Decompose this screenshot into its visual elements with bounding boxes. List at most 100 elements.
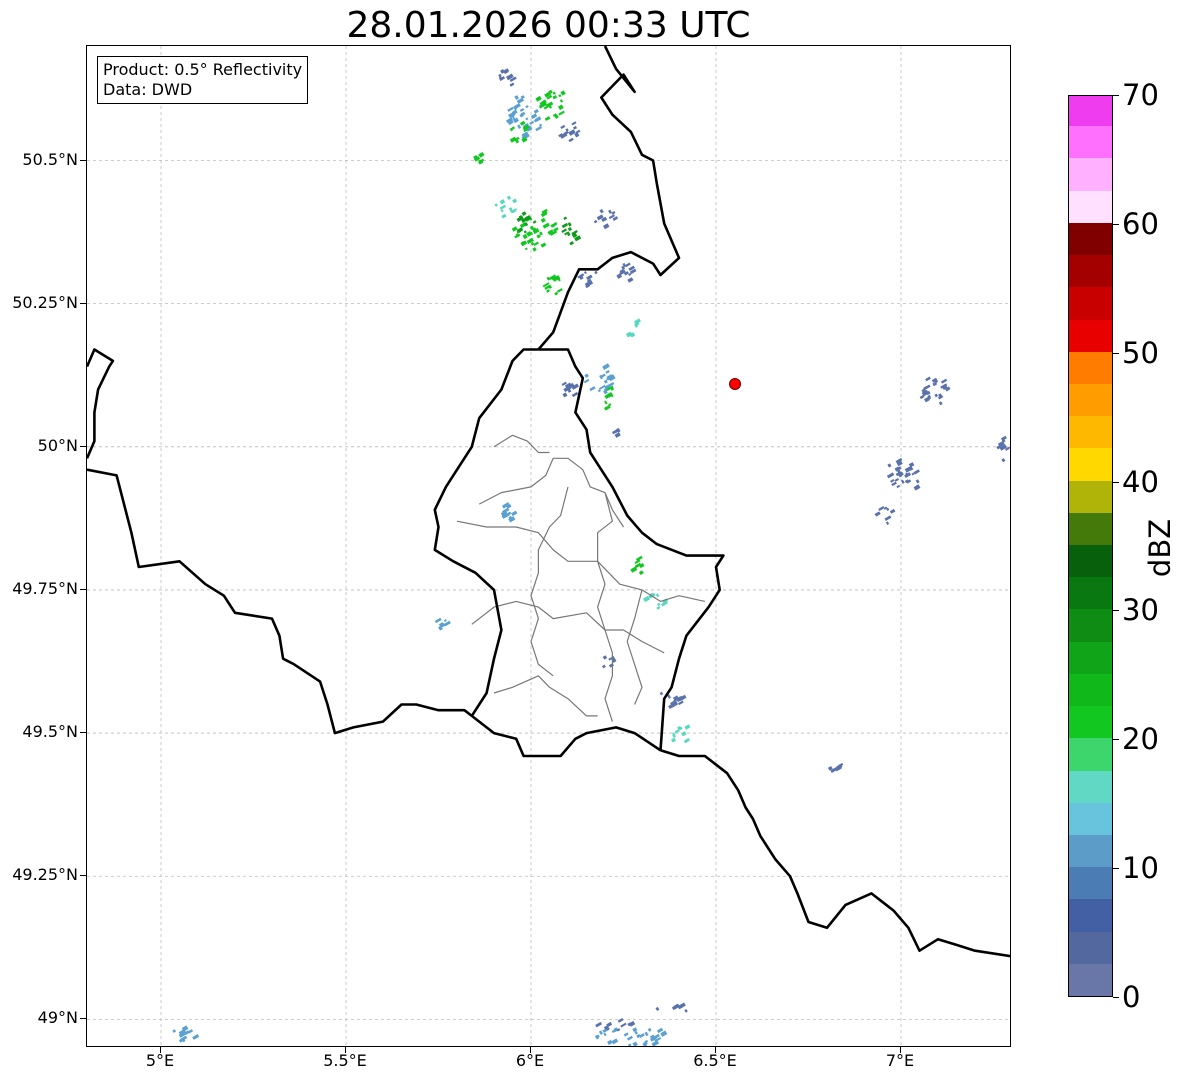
echo-pixel	[562, 392, 568, 398]
echo-pixel	[434, 617, 442, 624]
y-tick-label: 50.25°N	[12, 292, 78, 312]
echo-pixel	[659, 691, 664, 696]
echo-cell	[594, 1027, 668, 1046]
echo-pixel	[574, 132, 580, 138]
echo-pixel	[517, 124, 522, 129]
echo-pixel	[684, 1008, 688, 1013]
map-canvas	[87, 46, 1010, 1046]
echo-pixel	[501, 213, 507, 219]
echo-pixel	[610, 387, 614, 391]
echo-pixel	[654, 1037, 662, 1043]
echo-pixel	[526, 231, 532, 236]
colorbar-tick-label: 40	[1122, 464, 1159, 499]
echo-pixel	[628, 265, 635, 272]
echo-pixel	[672, 734, 676, 738]
echo-pixel	[536, 234, 541, 239]
echo-pixel	[516, 227, 524, 233]
data-source-label: Data: DWD	[103, 80, 193, 99]
echo-pixel	[577, 273, 585, 279]
echo-pixel	[571, 391, 579, 398]
colorbar-segment	[1069, 673, 1112, 707]
echo-pixel	[511, 126, 516, 130]
colorbar-segment	[1069, 802, 1112, 835]
echo-pixel	[623, 271, 630, 276]
colorbar-tick-mark	[1113, 95, 1119, 96]
echo-pixel	[897, 469, 902, 475]
echo-pixel	[560, 90, 566, 96]
echo-pixel	[667, 694, 671, 699]
echo-pixel	[522, 122, 529, 128]
echo-pixel	[511, 110, 516, 116]
echo-pixel	[660, 600, 668, 607]
radar-map[interactable]	[86, 45, 1011, 1047]
echo-pixel	[944, 386, 951, 392]
echo-pixel	[596, 214, 604, 221]
echo-pixel	[509, 136, 517, 143]
echo-pixel	[443, 619, 447, 623]
colorbar-tick-mark	[1113, 352, 1119, 354]
echo-pixel	[601, 216, 608, 223]
x-tick-label: 5.5°E	[323, 1051, 367, 1070]
colorbar-segment	[1069, 190, 1112, 223]
colorbar-segment	[1069, 96, 1112, 127]
colorbar-unit-label: dBZ	[1143, 518, 1177, 578]
echo-pixel	[514, 95, 519, 100]
echo-pixel	[911, 472, 915, 476]
echo-pixel	[178, 1037, 185, 1043]
y-tick-label: 49°N	[37, 1008, 78, 1028]
echo-pixel	[608, 214, 616, 220]
colorbar-tick-label: 70	[1122, 78, 1159, 112]
colorbar-tick-mark	[1113, 997, 1119, 998]
echo-cell	[506, 95, 546, 140]
echo-pixel	[627, 277, 634, 283]
echo-pixel	[506, 503, 512, 509]
colorbar-segment	[1069, 222, 1112, 256]
echo-pixel	[913, 469, 920, 475]
echo-pixel	[532, 220, 537, 224]
echo-pixel	[513, 109, 518, 114]
echo-pixel	[556, 288, 563, 293]
echo-pixel	[507, 106, 514, 112]
echo-pixel	[656, 606, 661, 610]
echo-pixel	[506, 117, 513, 123]
region-border-line	[478, 457, 625, 528]
echo-pixel	[895, 457, 903, 464]
echo-pixel	[542, 222, 550, 229]
echo-pixel	[178, 1031, 186, 1038]
echo-pixel	[931, 377, 938, 383]
echo-pixel	[544, 91, 552, 98]
echo-pixel	[521, 211, 527, 216]
echo-pixel	[608, 663, 614, 668]
echo-pixel	[548, 89, 553, 95]
echo-pixel	[530, 225, 534, 230]
echo-pixel	[513, 105, 518, 111]
colorbar-segment	[1069, 351, 1112, 384]
echo-pixel	[509, 82, 515, 87]
y-tick-label: 49.75°N	[12, 578, 78, 598]
echo-pixel	[617, 1017, 624, 1023]
echo-pixel	[511, 510, 518, 517]
echo-pixel	[602, 363, 610, 370]
echo-pixel	[543, 105, 549, 110]
echo-pixel	[607, 1039, 613, 1046]
echo-pixel	[574, 235, 582, 242]
echo-pixel	[632, 1041, 638, 1046]
colorbar-segment	[1069, 447, 1112, 481]
echo-cell	[561, 381, 579, 398]
echo-pixel	[650, 1034, 655, 1040]
echo-pixel	[522, 124, 530, 131]
echo-pixel	[906, 479, 912, 484]
echo-pixel	[997, 440, 1005, 448]
echo-pixel	[913, 484, 921, 491]
echo-pixel	[593, 219, 598, 224]
echo-pixel	[583, 378, 590, 384]
echo-pixel	[607, 374, 615, 381]
echo-pixel	[513, 117, 519, 124]
echo-pixel	[438, 622, 444, 627]
echo-pixel	[838, 762, 844, 768]
country-border-line	[538, 348, 725, 751]
echo-pixel	[630, 332, 636, 338]
echo-pixel	[671, 1005, 677, 1011]
echo-pixel	[639, 1033, 645, 1038]
x-tick-label: 5°E	[145, 1051, 175, 1070]
